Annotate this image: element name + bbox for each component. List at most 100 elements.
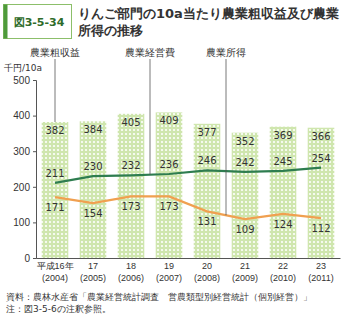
x-tick-label: 17(2005)	[80, 261, 106, 283]
y-tick: 400	[13, 110, 36, 121]
y-tick: 200	[13, 182, 36, 193]
data-label: 236	[159, 159, 178, 170]
y-tick-label: 500	[13, 75, 30, 86]
text-line: 19	[164, 261, 174, 271]
data-label: 242	[235, 157, 254, 168]
text-line: 22	[278, 261, 288, 271]
text-line: (2008)	[194, 273, 220, 283]
x-tick-label: 22 (2010)	[270, 261, 296, 283]
y-tick-mark	[33, 187, 36, 188]
leader-line	[55, 59, 56, 122]
text-line: 20	[202, 261, 212, 271]
y-tick-mark	[33, 80, 36, 81]
text-line: 所得の推移	[77, 23, 143, 38]
x-tick: 21 (2009)	[232, 258, 258, 283]
x-tick: 平成16年 (2004)	[36, 258, 73, 283]
bar	[308, 128, 335, 258]
source: 資料：農林水産省「農業経営統計調査 営農類型別経営統計（個別経営）」	[6, 292, 312, 302]
text-line: (2004)	[42, 273, 68, 283]
data-label: 384	[83, 124, 102, 135]
bar	[80, 121, 107, 258]
y-tick-mark	[33, 116, 36, 117]
text-line: (2007)	[156, 273, 182, 283]
x-tick: 22 (2010)	[270, 258, 296, 283]
x-tick: 18 (2006)	[118, 258, 144, 283]
text-line: (2009)	[232, 273, 258, 283]
data-label: 109	[235, 224, 254, 235]
x-tick: 23 (2011)	[308, 258, 333, 283]
x-tick-label: 23 (2011)	[308, 261, 333, 283]
line	[55, 196, 321, 219]
y-tick-mark	[33, 222, 36, 223]
y-tick: 500	[13, 75, 36, 86]
data-label: 154	[83, 208, 102, 219]
y-tick-label: 200	[13, 182, 30, 193]
text-line: (2010)	[270, 273, 296, 283]
data-label: 211	[45, 168, 64, 179]
text-line: 23	[316, 261, 326, 271]
text-line: 平成16年	[36, 261, 73, 271]
x-axis: 平成16年 (2004) 17(2005) 18 (2006) 19 (2007) 20 (20…	[36, 258, 340, 283]
data-label: 173	[159, 201, 178, 212]
data-label: 245	[273, 156, 292, 167]
series-name: 農業粗収益	[30, 47, 80, 58]
y-tick-mark	[33, 151, 36, 152]
x-tick-label: 平成16年 (2004)	[36, 261, 73, 283]
y-tick: 0	[24, 253, 36, 264]
data-label: 254	[311, 153, 330, 164]
y-tick-mark	[33, 258, 36, 259]
x-tick-label: 18 (2006)	[118, 261, 144, 283]
text-line: 21	[240, 261, 250, 271]
text-line: りんご部門の10a当たり農業粗収益及び農業	[78, 6, 339, 21]
data-label: 124	[273, 219, 292, 230]
text-line: 18	[126, 261, 136, 271]
bar	[118, 114, 145, 258]
x-tick: 20 (2008)	[194, 258, 220, 283]
bar	[194, 124, 221, 258]
data-label: 171	[45, 202, 64, 213]
x-tick-label: 21 (2009)	[232, 261, 258, 283]
y-tick-label: 300	[13, 146, 30, 157]
y-tick-label: 400	[13, 110, 30, 121]
note: 注：図3-5-6の注釈参照。	[6, 304, 111, 314]
data-label: 173	[121, 201, 140, 212]
y-tick: 300	[13, 146, 36, 157]
data-label: 246	[197, 155, 216, 166]
x-tick: 19 (2007)	[156, 258, 182, 283]
plot-area	[42, 112, 335, 258]
bar	[270, 127, 297, 258]
data-label: 366	[311, 131, 330, 142]
text-line: 資料：農林水産省「農業経営統計調査 営農類型別経営統計（個別経営）」	[6, 292, 312, 302]
text-line: (2006)	[118, 273, 144, 283]
y-tick-label: 0	[24, 253, 30, 264]
y-axis-line	[33, 81, 37, 259]
figure-label-accent	[4, 5, 8, 39]
figure-label: 図3-5-34	[14, 16, 65, 29]
y-tick: 100	[13, 217, 36, 228]
title: りんご部門の10a当たり農業粗収益及び農業所得の推移	[77, 6, 339, 38]
x-axis-line	[37, 258, 341, 259]
data-label: 352	[235, 136, 254, 147]
x-tick: 17(2005)	[80, 258, 106, 283]
series-annotations: 農業粗収益農業経営費農業所得	[30, 47, 246, 215]
bar	[156, 112, 183, 258]
text-line: (2005)	[80, 273, 106, 283]
data-label: 369	[273, 130, 292, 141]
data-label: 382	[45, 125, 64, 136]
chart-svg: 図3-5-34 りんご部門の10a当たり農業粗収益及び農業所得の推移 382 384 4…	[0, 0, 350, 333]
figure-label-box	[4, 5, 72, 39]
data-label: 131	[197, 216, 216, 227]
chart-container: 図3-5-34 りんご部門の10a当たり農業粗収益及び農業所得の推移 382 384 4…	[0, 0, 350, 333]
data-label: 409	[159, 115, 178, 126]
data-label: 112	[311, 223, 330, 234]
data-labels: 3823844054093773523693662112302322362462…	[45, 115, 330, 235]
bar	[42, 122, 69, 258]
bar	[232, 133, 259, 258]
leader-line	[150, 59, 151, 175]
y-tick-label: 100	[13, 217, 30, 228]
data-label: 230	[83, 161, 102, 172]
text-line: (2011)	[308, 273, 333, 283]
x-tick-label: 19 (2007)	[156, 261, 182, 283]
leader-line	[226, 59, 227, 215]
series-name: 農業経営費	[125, 47, 175, 58]
